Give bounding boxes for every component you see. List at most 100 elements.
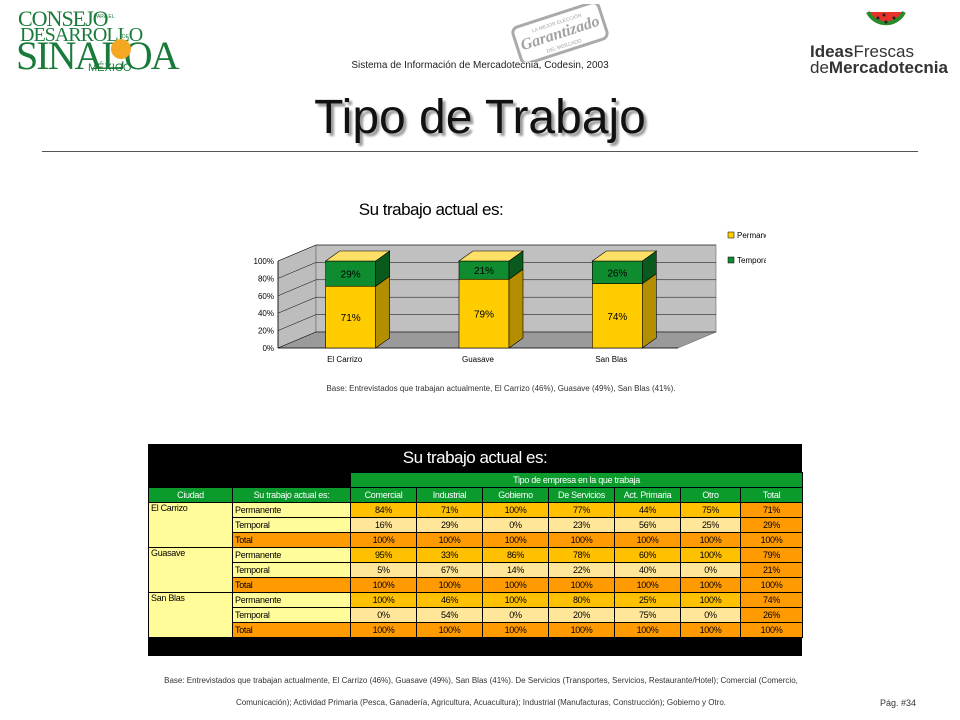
table-row: Temporal 5% 67% 14% 22% 40% 0% 21% <box>149 562 804 578</box>
page-title: Tipo de Trabajo <box>314 91 646 144</box>
chart-base-note: Base: Entrevistados que trabajan actualm… <box>326 384 676 393</box>
column-header: Otro <box>680 487 741 503</box>
value-cell: 100% <box>482 622 549 638</box>
table-row: Temporal 16% 29% 0% 23% 56% 25% 29% <box>149 517 804 533</box>
y-tick-label: 0% <box>262 344 274 353</box>
value-cell: 100% <box>350 532 417 548</box>
stamp-icon: Garantizado LA MEJOR ELECCIÓN DEL MERCAD… <box>511 1 609 65</box>
bar-side-permanente-2 <box>642 273 657 349</box>
value-cell: 21% <box>739 562 804 578</box>
value-cell: 33% <box>416 547 483 563</box>
value-cell: 0% <box>680 562 741 578</box>
footnote: Base: Entrevistados que trabajan actualm… <box>126 670 836 714</box>
logo-ideas-frescas: IdeasFrescas <box>810 42 914 61</box>
gridline <box>277 314 716 331</box>
value-cell: 0% <box>482 517 549 533</box>
logo-line-mexico: MÉXICO <box>88 62 132 74</box>
garantizado-stamp: Garantizado LA MEJOR ELECCIÓN DEL MERCAD… <box>505 1 615 65</box>
logo-line-consejo: CONSEJO <box>18 6 109 31</box>
codesin-logo: CONSEJO PARA EL DESARROLLO DE SINALOA MÉ… <box>8 4 180 78</box>
logo-small-para-el: PARA EL <box>94 14 115 20</box>
value-cell: 16% <box>350 517 417 533</box>
title-divider <box>42 151 918 152</box>
column-header: Total <box>739 487 804 503</box>
value-cell: 14% <box>482 562 549 578</box>
value-cell: 100% <box>739 532 804 548</box>
column-header: Act. Primaria <box>614 487 681 503</box>
table-row: Tipo de empresa en la que trabaja <box>148 472 804 488</box>
y-tick-label: 100% <box>254 257 274 266</box>
value-cell: 100% <box>482 592 549 608</box>
bar-side-permanente-0 <box>375 275 390 349</box>
value-cell: 100% <box>680 547 741 563</box>
value-cell: 46% <box>416 592 483 608</box>
gridline <box>277 296 716 314</box>
city-cell: San Blas <box>148 592 233 638</box>
value-cell: 100% <box>614 577 681 593</box>
data-label: 26% <box>607 268 627 279</box>
group-header: Tipo de empresa en la que trabaja <box>349 472 804 488</box>
y-tick-label: 80% <box>258 274 274 283</box>
value-cell: 23% <box>548 517 615 533</box>
bar-temporal-0 <box>325 260 376 287</box>
value-cell: 26% <box>739 607 804 623</box>
x-tick-label: Guasave <box>462 355 495 364</box>
footnote-line-1: Base: Entrevistados que trabajan actualm… <box>164 676 798 685</box>
logo-line-sinaloa: SINALOA <box>16 33 180 78</box>
value-cell: 100% <box>482 577 549 593</box>
value-cell: 100% <box>350 622 417 638</box>
value-cell: 100% <box>482 532 549 548</box>
column-header: Industrial <box>416 487 483 503</box>
value-cell: 60% <box>614 547 681 563</box>
row-label: Permanente <box>232 502 351 518</box>
chart-side-wall <box>277 244 317 349</box>
value-cell: 84% <box>350 502 417 518</box>
value-cell: 44% <box>614 502 681 518</box>
logo-line-desarrollo: DESARROLLO <box>20 24 143 46</box>
value-cell: 67% <box>416 562 483 578</box>
data-label: 29% <box>341 270 361 281</box>
table-corner <box>232 472 351 488</box>
city-cell: Guasave <box>148 547 233 593</box>
y-tick-label: 60% <box>258 292 274 301</box>
row-label: Temporal <box>232 607 351 623</box>
value-cell: 100% <box>416 532 483 548</box>
column-header: De Servicios <box>548 487 615 503</box>
value-cell: 100% <box>350 577 417 593</box>
data-label: 21% <box>474 266 494 277</box>
row-label: Temporal <box>232 517 351 533</box>
value-cell: 100% <box>614 532 681 548</box>
value-cell: 100% <box>680 532 741 548</box>
value-cell: 0% <box>350 607 417 623</box>
value-cell: 74% <box>739 592 804 608</box>
logo-de-mercadotecnia: deMercadotecnia <box>810 58 948 77</box>
value-cell: 71% <box>416 502 483 518</box>
row-label: Temporal <box>232 562 351 578</box>
value-cell: 5% <box>350 562 417 578</box>
watermelon-icon <box>866 11 906 26</box>
row-label: Permanente <box>232 592 351 608</box>
column-header: Ciudad <box>148 487 233 503</box>
value-cell: 0% <box>482 607 549 623</box>
sun-icon <box>111 39 131 59</box>
bar-top-0 <box>324 250 391 262</box>
bar-top-1 <box>458 250 524 262</box>
x-tick-label: El Carrizo <box>327 355 363 364</box>
stacked-bar-chart: 0% 20% 40% 60% 80% 100% 71% 29% El Carrizo 79% 21%… <box>254 231 766 364</box>
table-row: Temporal 0% 54% 0% 20% 75% 0% 26% <box>149 607 804 623</box>
row-label: Total <box>232 622 351 638</box>
table-corner <box>148 472 233 488</box>
bar-side-permanente-1 <box>508 268 524 349</box>
value-cell: 29% <box>416 517 483 533</box>
value-cell: 100% <box>739 622 804 638</box>
value-cell: 100% <box>482 502 549 518</box>
value-cell: 80% <box>548 592 615 608</box>
value-cell: 95% <box>350 547 417 563</box>
data-label: 74% <box>607 312 627 323</box>
table-title: Su trabajo actual es: <box>402 448 548 467</box>
gridline <box>277 244 716 262</box>
value-cell: 100% <box>416 622 483 638</box>
value-cell: 100% <box>548 622 615 638</box>
table-row: Ciudad Su trabajo actual es: Comercial Indu… <box>148 487 804 503</box>
legend-swatch <box>727 231 735 239</box>
